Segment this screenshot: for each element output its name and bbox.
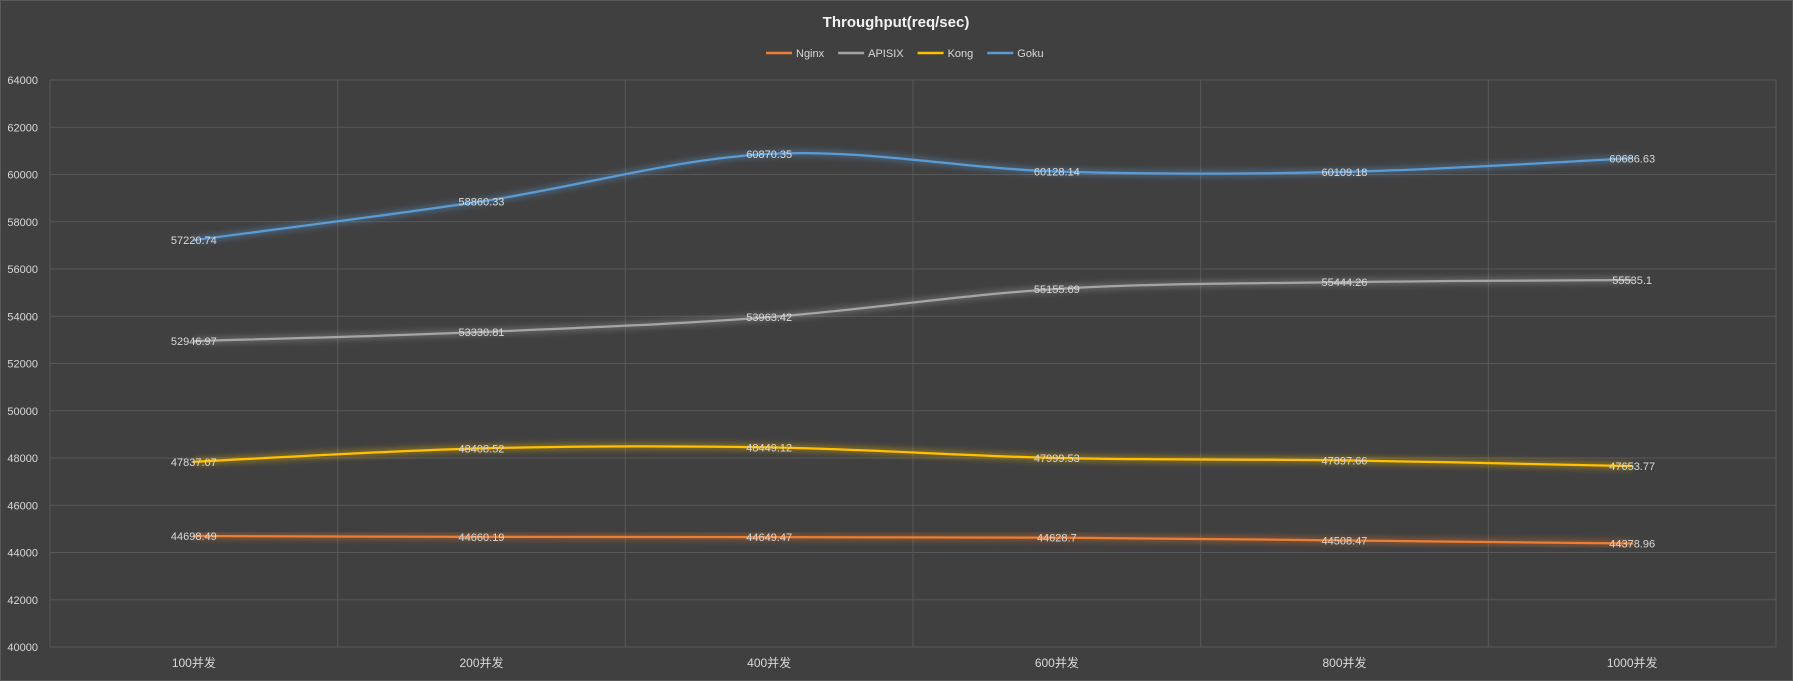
legend-label: Kong: [948, 48, 974, 60]
data-label: 44660.19: [459, 532, 505, 544]
data-point: [480, 330, 483, 334]
data-point: [192, 534, 196, 538]
data-label: 47837.07: [171, 457, 217, 469]
data-label: 47999.53: [1034, 453, 1080, 465]
data-point: [192, 238, 196, 242]
chart-title: Throughput(req/sec): [823, 14, 970, 31]
y-tick-label: 48000: [7, 453, 38, 465]
data-point: [1343, 539, 1346, 542]
x-tick-label: 800并发: [1322, 655, 1366, 670]
series-lines: [192, 149, 1634, 548]
data-point: [1630, 464, 1634, 468]
legend-label: APISIX: [868, 48, 904, 60]
y-tick-label: 64000: [7, 75, 38, 87]
data-point: [1055, 170, 1059, 173]
data-label: 55155.69: [1034, 284, 1080, 296]
data-label: 60870.35: [746, 149, 792, 161]
y-tick-label: 58000: [7, 217, 38, 229]
data-label: 48408.52: [459, 443, 505, 455]
data-label: 60686.63: [1609, 153, 1655, 165]
y-tick-label: 44000: [7, 548, 38, 560]
data-label: 47653.77: [1609, 461, 1655, 473]
data-point: [1343, 459, 1346, 462]
data-label: 44378.96: [1609, 539, 1655, 551]
data-point: [767, 315, 771, 319]
data-label: 55535.1: [1612, 275, 1652, 287]
y-tick-label: 52000: [7, 359, 38, 371]
y-tick-label: 42000: [7, 595, 38, 607]
data-point: [767, 446, 771, 449]
data-label: 53963.42: [746, 312, 792, 324]
data-point: [1630, 278, 1634, 282]
data-label: 53330.81: [459, 327, 505, 339]
data-point: [767, 535, 771, 539]
data-point: [1343, 170, 1346, 174]
series-line-kong: [193, 445, 1633, 468]
x-axis: 100并发 200并发 400并发 600并发 800并发 1000并发: [172, 655, 1658, 670]
y-tick-label: 60000: [7, 170, 38, 182]
data-point: [1055, 287, 1059, 291]
y-tick-label: 46000: [7, 500, 38, 512]
data-label: 44628.7: [1037, 533, 1077, 545]
series-line-nginx: [193, 534, 1633, 545]
y-tick-label: 54000: [7, 311, 38, 323]
gridlines: [49, 79, 1777, 648]
data-point: [192, 339, 196, 343]
data-point: [1343, 280, 1346, 284]
data-point: [480, 535, 483, 539]
data-point: [1055, 456, 1059, 460]
series-line-goku: [193, 152, 1633, 242]
x-tick-label: 200并发: [459, 655, 503, 670]
x-tick-label: 400并发: [747, 655, 791, 670]
data-label: 52946.97: [171, 336, 217, 348]
y-tick-label: 40000: [7, 642, 38, 654]
data-labels: 44698.49 44660.19 44649.47 44628.7 44508.47 4…: [171, 149, 1655, 551]
data-point: [480, 200, 483, 203]
legend-label: Nginx: [796, 48, 825, 60]
x-tick-label: 100并发: [172, 655, 216, 670]
y-tick-label: 62000: [7, 122, 38, 134]
data-label: 44508.47: [1322, 535, 1368, 547]
series-line-apisix: [193, 278, 1633, 343]
data-point: [480, 447, 483, 450]
data-point: [192, 460, 196, 464]
data-point: [1055, 536, 1059, 539]
data-label: 48449.12: [746, 442, 792, 454]
data-label: 47897.66: [1322, 455, 1368, 467]
legend: Nginx APISIX Kong Goku: [766, 48, 1044, 60]
data-label: 60128.14: [1034, 166, 1080, 178]
y-tick-label: 56000: [7, 264, 38, 276]
data-point: [767, 152, 771, 156]
y-axis: 40000 42000 44000 46000 48000 50000 52000 54000…: [7, 75, 38, 654]
data-label: 58860.33: [459, 196, 505, 208]
data-label: 57220.74: [171, 235, 217, 247]
data-label: 44649.47: [746, 532, 792, 544]
data-label: 60109.18: [1322, 167, 1368, 179]
x-tick-label: 1000并发: [1607, 655, 1658, 670]
data-label: 44698.49: [171, 531, 217, 543]
legend-label: Goku: [1017, 48, 1043, 60]
x-tick-label: 600并发: [1035, 655, 1079, 670]
data-point: [1630, 157, 1634, 160]
data-point: [1630, 542, 1634, 545]
y-tick-label: 50000: [7, 406, 38, 418]
data-label: 55444.26: [1322, 277, 1368, 289]
